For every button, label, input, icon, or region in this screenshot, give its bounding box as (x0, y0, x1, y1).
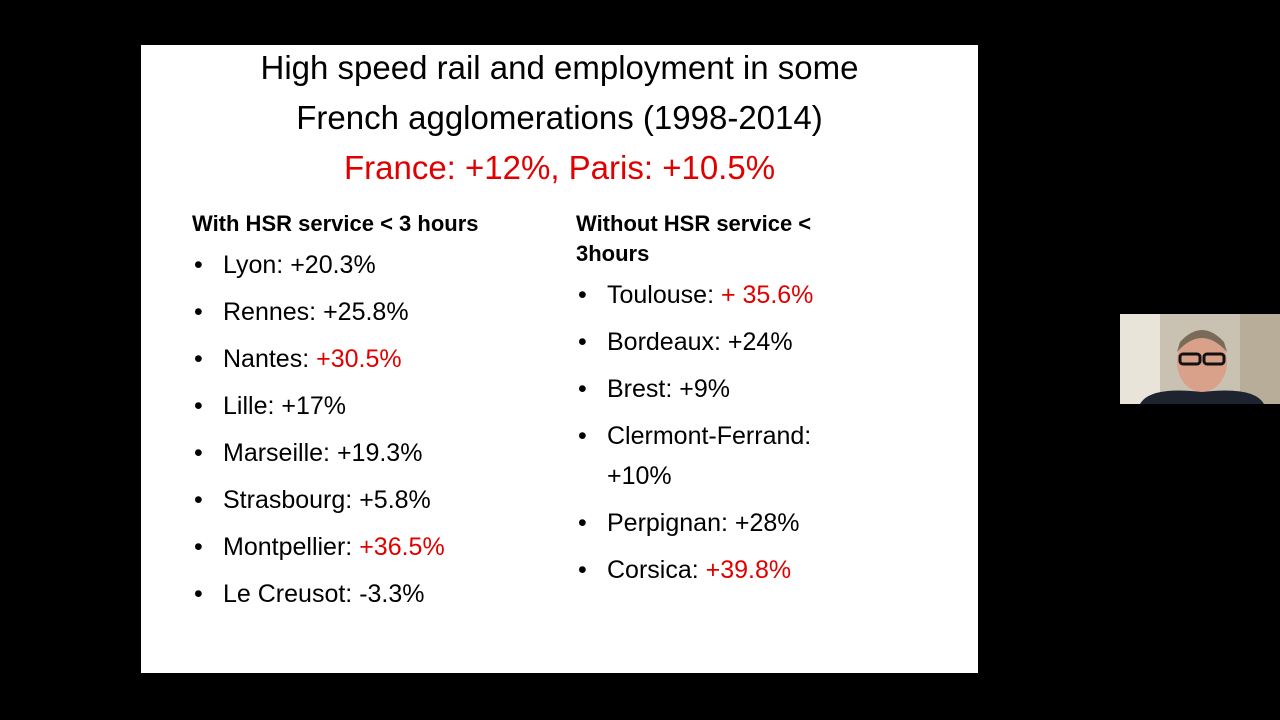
item-label: Marseille: (223, 439, 330, 467)
bullet-item: Rennes: +25.8% (192, 292, 552, 332)
item-value: +24% (727, 328, 793, 356)
item-value: +20.3% (290, 251, 376, 279)
bullet-item: Bordeaux: +24% (576, 322, 876, 362)
item-value: +39.8% (705, 556, 792, 584)
item-value: +36.5% (359, 533, 445, 561)
bullet-item: Lille: +17% (192, 386, 552, 426)
webcam (1120, 314, 1280, 404)
item-value: +5.8% (359, 486, 431, 514)
item-label: Strasbourg: (223, 486, 353, 514)
item-label: Le Creusot: (223, 580, 353, 608)
item-label: Lyon: (223, 251, 284, 279)
bullet-item: Perpignan: +28% (576, 503, 876, 543)
bullet-item: Toulouse: + 35.6% (576, 275, 876, 315)
item-label: Rennes: (223, 298, 317, 326)
item-label: Brest: (607, 375, 673, 403)
bullet-list: Lyon: +20.3% Rennes: +25.8% Nantes: +30.5%… (192, 245, 552, 614)
bullet-item: Strasbourg: +5.8% (192, 480, 552, 520)
bullet-item: Marseille: +19.3% (192, 433, 552, 473)
item-label: Corsica: (607, 556, 699, 584)
slide-title: High speed rail and employment in some (260, 49, 859, 86)
column: With HSR service < 3 hours Lyon: +20.3% Re… (192, 209, 552, 621)
item-label: Lille: (223, 392, 275, 420)
item-label: Toulouse: (607, 281, 715, 309)
bullet-item: Clermont-Ferrand: +10% (576, 416, 876, 496)
item-label: Clermont-Ferrand: (607, 422, 812, 450)
item-value: -3.3% (359, 580, 425, 608)
slide-title: French agglomerations (1998-2014) (296, 99, 823, 136)
item-label: Bordeaux: (607, 328, 721, 356)
item-label: Montpellier: (223, 533, 353, 561)
bullet-item: Nantes: +30.5% (192, 339, 552, 379)
item-value: +9% (679, 375, 730, 403)
slide-subtitle: France: +12%, Paris: +10.5% (343, 149, 776, 186)
item-value: +28% (734, 509, 800, 537)
item-value: + 35.6% (720, 281, 814, 309)
slide: High speed rail and employment in some F… (141, 45, 978, 673)
item-value: +19.3% (336, 439, 423, 467)
item-label: Nantes: (223, 345, 310, 373)
bullet-item: Brest: +9% (576, 369, 876, 409)
column-heading: Without HSR service < 3hours (576, 211, 812, 266)
item-value: +25.8% (323, 298, 409, 326)
column: Without HSR service < 3hours Toulouse: + … (576, 209, 876, 597)
item-label: Perpignan: (607, 509, 728, 537)
bullet-item: Lyon: +20.3% (192, 245, 552, 285)
item-value: +30.5% (316, 345, 402, 373)
bullet-item: Le Creusot: -3.3% (192, 574, 552, 614)
column-heading: With HSR service < 3 hours (192, 211, 479, 236)
item-value: +10% (607, 462, 672, 490)
bullet-item: Corsica: +39.8% (576, 550, 876, 590)
bullet-item: Montpellier: +36.5% (192, 527, 552, 567)
bullet-list: Toulouse: + 35.6% Bordeaux: +24% Brest: +9… (576, 275, 876, 590)
item-value: +17% (281, 392, 347, 420)
